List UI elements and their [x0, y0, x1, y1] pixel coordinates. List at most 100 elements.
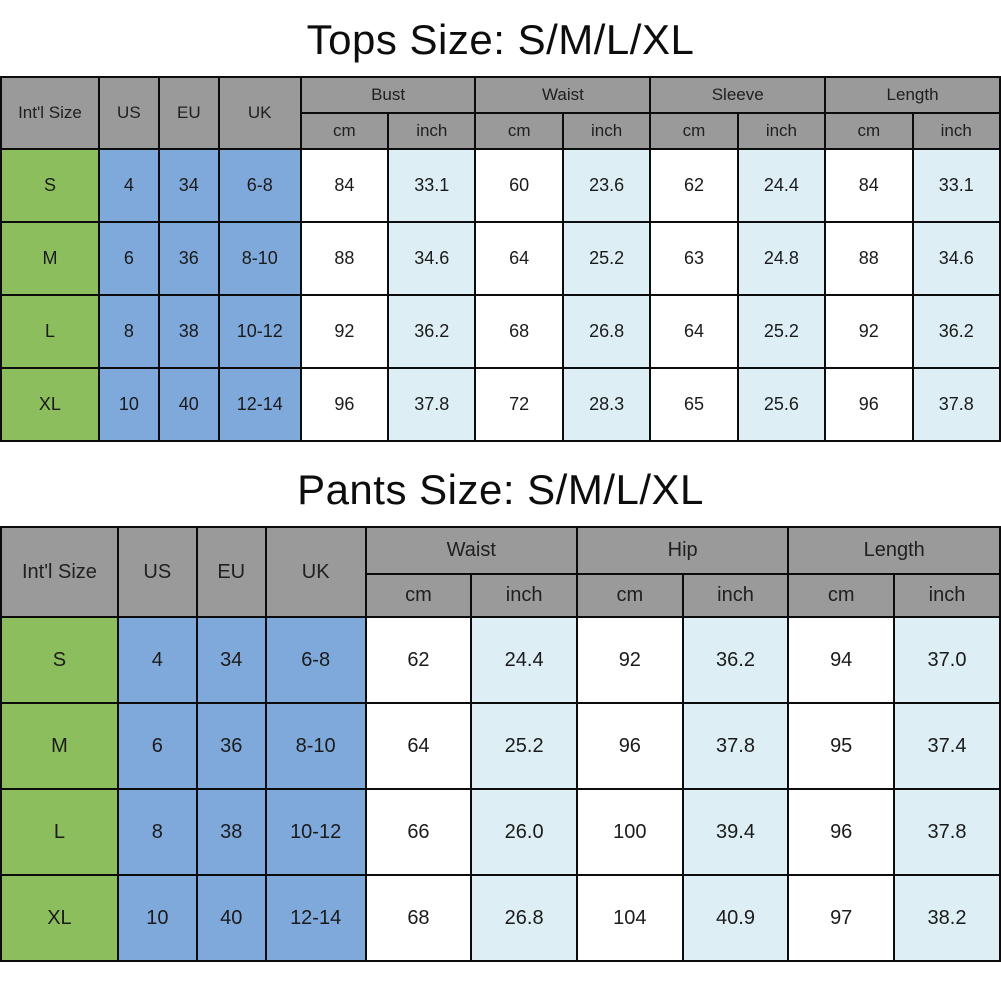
pants-hip-cm-header: cm — [575, 573, 684, 618]
intl-size-cell: L — [0, 294, 100, 369]
waist-cm-cell: 68 — [364, 874, 473, 962]
uk-cell: 6-8 — [217, 148, 302, 223]
intl-size-cell: S — [0, 148, 100, 223]
length-inch-cell: 37.4 — [893, 702, 1001, 790]
length-inch-cell: 36.2 — [911, 294, 1001, 369]
us-cell: 8 — [116, 788, 198, 876]
tops-header-unit-row: cm inch cm inch cm inch cm inch — [1, 112, 1001, 150]
length-inch-cell: 34.6 — [911, 221, 1001, 296]
tops-header-sleeve: Sleeve — [649, 76, 827, 114]
pants-header-intl-size: Int'l Size — [0, 526, 119, 618]
pants-waist-inch-header: inch — [470, 573, 578, 618]
intl-size-cell: S — [0, 616, 119, 704]
hip-inch-cell: 36.2 — [681, 616, 790, 704]
bust-cm-cell: 88 — [299, 221, 390, 296]
tops-bust-cm-header: cm — [299, 112, 390, 150]
pants-length-cm-header: cm — [787, 573, 896, 618]
tops-header-group-row: Int'l Size US EU UK Bust Waist Sleeve Le… — [0, 76, 1001, 150]
hip-cm-cell: 100 — [575, 788, 684, 876]
size-chart-page: Tops Size: S/M/L/XL Int'l Size US EU UK … — [0, 16, 1001, 962]
tops-sleeve-cm-header: cm — [649, 112, 739, 150]
tops-header-length: Length — [824, 76, 1001, 114]
tops-title: Tops Size: S/M/L/XL — [306, 16, 695, 63]
length-cm-cell: 95 — [787, 702, 896, 790]
bust-inch-cell: 36.2 — [387, 294, 477, 369]
intl-size-cell: XL — [0, 367, 100, 442]
pants-header-uk: UK — [264, 526, 367, 618]
length-inch-cell: 37.8 — [911, 367, 1001, 442]
table-row-pants-m: M 6 36 8-10 64 25.2 96 37.8 95 37.4 — [0, 702, 1001, 790]
intl-size-cell: XL — [0, 874, 119, 962]
length-cm-cell: 97 — [787, 874, 896, 962]
waist-inch-cell: 26.8 — [561, 294, 652, 369]
waist-cm-cell: 60 — [474, 148, 564, 223]
bust-inch-cell: 34.6 — [387, 221, 477, 296]
waist-inch-cell: 28.3 — [561, 367, 652, 442]
eu-cell: 34 — [195, 616, 267, 704]
tops-waist-cm-header: cm — [474, 112, 564, 150]
waist-inch-cell: 23.6 — [561, 148, 652, 223]
pants-header-waist: Waist — [364, 526, 578, 575]
length-inch-cell: 37.8 — [893, 788, 1001, 876]
table-row-tops-l: L 8 38 10-12 92 36.2 68 26.8 64 25.2 92 … — [0, 294, 1001, 369]
table-row-tops-m: M 6 36 8-10 88 34.6 64 25.2 63 24.8 88 3… — [0, 221, 1001, 296]
uk-cell: 10-12 — [217, 294, 302, 369]
length-cm-cell: 84 — [824, 148, 914, 223]
tops-sleeve-inch-header: inch — [736, 112, 827, 150]
pants-header-length: Length — [787, 526, 1001, 575]
us-cell: 10 — [97, 367, 160, 442]
bust-cm-cell: 84 — [299, 148, 390, 223]
pants-waist-cm-header: cm — [364, 573, 473, 618]
pants-header-eu: EU — [195, 526, 267, 618]
eu-cell: 38 — [157, 294, 220, 369]
pants-hip-inch-header: inch — [681, 573, 790, 618]
waist-cm-cell: 64 — [474, 221, 564, 296]
us-cell: 6 — [116, 702, 198, 790]
waist-cm-cell: 68 — [474, 294, 564, 369]
us-cell: 6 — [97, 221, 160, 296]
uk-cell: 6-8 — [264, 616, 367, 704]
length-inch-cell: 38.2 — [893, 874, 1001, 962]
eu-cell: 34 — [157, 148, 220, 223]
hip-inch-cell: 39.4 — [681, 788, 790, 876]
us-cell: 10 — [116, 874, 198, 962]
eu-cell: 38 — [195, 788, 267, 876]
bust-cm-cell: 96 — [299, 367, 390, 442]
sleeve-inch-cell: 25.6 — [736, 367, 827, 442]
table-row-tops-xl: XL 10 40 12-14 96 37.8 72 28.3 65 25.6 9… — [0, 367, 1001, 442]
hip-inch-cell: 40.9 — [681, 874, 790, 962]
sleeve-cm-cell: 63 — [649, 221, 739, 296]
waist-cm-cell: 66 — [364, 788, 473, 876]
us-cell: 4 — [97, 148, 160, 223]
table-row-pants-s: S 4 34 6-8 62 24.4 92 36.2 94 37.0 — [0, 616, 1001, 704]
tops-header-uk: UK — [217, 76, 302, 150]
pants-header-us: US — [116, 526, 198, 618]
tops-header-bust: Bust — [299, 76, 477, 114]
eu-cell: 40 — [157, 367, 220, 442]
waist-inch-cell: 26.8 — [470, 874, 578, 962]
length-inch-cell: 37.0 — [893, 616, 1001, 704]
tops-length-cm-header: cm — [824, 112, 914, 150]
intl-size-cell: L — [0, 788, 119, 876]
intl-size-cell: M — [0, 221, 100, 296]
pants-header-group-row: Int'l Size US EU UK Waist Hip Length — [0, 526, 1001, 618]
tops-waist-inch-header: inch — [561, 112, 652, 150]
length-cm-cell: 96 — [787, 788, 896, 876]
waist-inch-cell: 25.2 — [561, 221, 652, 296]
sleeve-inch-cell: 24.4 — [736, 148, 827, 223]
sleeve-inch-cell: 24.8 — [736, 221, 827, 296]
tops-size-table: Int'l Size US EU UK Bust Waist Sleeve Le… — [0, 76, 1001, 442]
tops-header-intl-size: Int'l Size — [0, 76, 100, 150]
waist-cm-cell: 62 — [364, 616, 473, 704]
sleeve-cm-cell: 64 — [649, 294, 739, 369]
length-cm-cell: 96 — [824, 367, 914, 442]
waist-inch-cell: 24.4 — [470, 616, 578, 704]
hip-inch-cell: 37.8 — [681, 702, 790, 790]
tops-length-inch-header: inch — [911, 112, 1001, 150]
uk-cell: 8-10 — [264, 702, 367, 790]
length-cm-cell: 88 — [824, 221, 914, 296]
length-cm-cell: 94 — [787, 616, 896, 704]
us-cell: 8 — [97, 294, 160, 369]
uk-cell: 8-10 — [217, 221, 302, 296]
bust-inch-cell: 33.1 — [387, 148, 477, 223]
